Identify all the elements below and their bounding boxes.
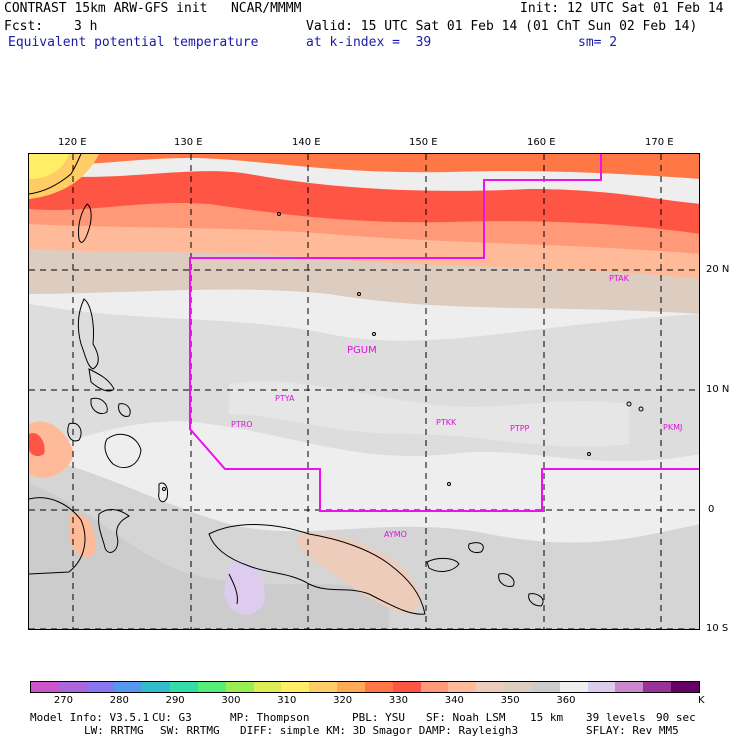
colorbar-tick-label: 270 xyxy=(53,695,73,706)
colorbar-swatch xyxy=(615,682,644,692)
colorbar-tick-label: 330 xyxy=(388,695,408,706)
lon-label: 140 E xyxy=(292,137,321,148)
colorbar-swatch xyxy=(420,682,449,692)
station-label: PTKK xyxy=(436,418,457,427)
colorbar-swatch xyxy=(31,682,59,692)
colorbar-tick-label: 340 xyxy=(444,695,464,706)
colorbar-swatch xyxy=(559,682,588,692)
model-info-dt: 90 sec xyxy=(656,711,696,724)
model-info-res: 15 km xyxy=(530,711,564,724)
colorbar-tick-label: 280 xyxy=(109,695,129,706)
colorbar-swatch xyxy=(253,682,282,692)
lat-label: 10 S xyxy=(706,623,729,634)
colorbar-swatch xyxy=(392,682,421,692)
station-label: AYMO xyxy=(384,530,407,539)
theta-e-map: PTAK PGUM PTYA PTRO PTKK PTPP PKMJ AYMO xyxy=(28,153,700,630)
init-time: Init: 12 UTC Sat 01 Feb 14 xyxy=(520,1,724,16)
model-info-levels: 39 levels xyxy=(586,711,646,724)
colorbar xyxy=(30,681,700,693)
model-info-mp: MP: Thompson xyxy=(230,711,310,724)
valid-time: Valid: 15 UTC Sat 01 Feb 14 (01 ChT Sun … xyxy=(306,19,698,34)
colorbar-swatch xyxy=(86,682,115,692)
colorbar-swatch xyxy=(643,682,672,692)
model-info-diff: DIFF: simple KM: 3D Smagor DAMP: Rayleig… xyxy=(240,724,519,737)
level-info: at k-index = 39 xyxy=(306,35,432,50)
lon-label: 150 E xyxy=(409,137,438,148)
station-label: PTRO xyxy=(231,420,253,429)
colorbar-swatch xyxy=(170,682,198,692)
lon-label: 120 E xyxy=(58,137,87,148)
colorbar-swatch xyxy=(58,682,87,692)
fcst-label: Fcst: xyxy=(4,19,44,34)
colorbar-swatch xyxy=(531,682,560,692)
colorbar-swatch xyxy=(364,682,393,692)
lat-label: 0 xyxy=(708,504,715,515)
lat-label: 10 N xyxy=(706,384,730,395)
model-info-1: Model Info: V3.5.1 xyxy=(30,711,150,724)
model-info-sf: SF: Noah LSM xyxy=(426,711,506,724)
map-canvas xyxy=(29,154,699,629)
colorbar-swatch xyxy=(309,682,338,692)
lon-label: 130 E xyxy=(174,137,203,148)
station-label: PGUM xyxy=(347,345,377,356)
colorbar-swatch xyxy=(142,682,171,692)
model-info-pbl: PBL: YSU xyxy=(352,711,405,724)
model-title: CONTRAST 15km ARW-GFS init NCAR/MMMM xyxy=(4,1,302,16)
field-name: Equivalent potential temperature xyxy=(8,35,259,50)
colorbar-swatch xyxy=(197,682,226,692)
colorbar-swatch xyxy=(476,682,505,692)
lon-label: 170 E xyxy=(645,137,674,148)
fcst-value: 3 h xyxy=(74,19,98,34)
colorbar-tick-label: 290 xyxy=(165,695,185,706)
station-label: PKMJ xyxy=(663,423,683,432)
colorbar-swatch xyxy=(281,682,310,692)
station-label: PTPP xyxy=(510,424,530,433)
station-label: PTAK xyxy=(609,274,629,283)
model-info-sw: SW: RRTMG xyxy=(160,724,220,737)
model-info-lw: LW: RRTMG xyxy=(84,724,144,737)
colorbar-swatch xyxy=(448,682,477,692)
colorbar-tick-label: 310 xyxy=(277,695,297,706)
lat-label: 20 N xyxy=(706,264,730,275)
lon-label: 160 E xyxy=(527,137,556,148)
colorbar-unit: K xyxy=(698,695,705,706)
colorbar-tick-label: 350 xyxy=(500,695,520,706)
colorbar-tick-label: 300 xyxy=(221,695,241,706)
colorbar-swatch xyxy=(337,682,365,692)
model-info-sflay: SFLAY: Rev MM5 xyxy=(586,724,679,737)
colorbar-tick-label: 360 xyxy=(556,695,576,706)
colorbar-swatch xyxy=(671,682,699,692)
colorbar-swatch xyxy=(587,682,616,692)
colorbar-tick-label: 320 xyxy=(333,695,353,706)
model-info-cu: CU: G3 xyxy=(152,711,192,724)
colorbar-swatch xyxy=(225,682,254,692)
smoothing-info: sm= 2 xyxy=(578,35,618,50)
colorbar-swatch xyxy=(114,682,143,692)
station-label: PTYA xyxy=(275,394,295,403)
colorbar-swatch xyxy=(504,682,532,692)
